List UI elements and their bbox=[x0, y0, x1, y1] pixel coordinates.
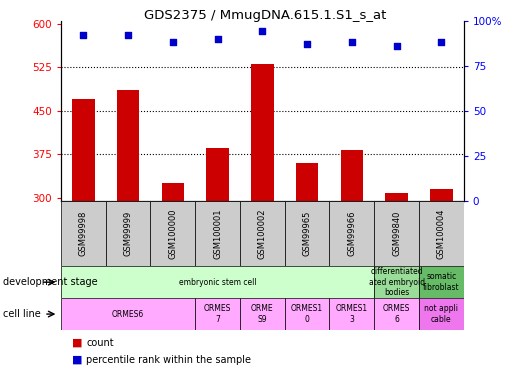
Bar bbox=[430, 189, 453, 201]
Text: GDS2375 / MmugDNA.615.1.S1_s_at: GDS2375 / MmugDNA.615.1.S1_s_at bbox=[144, 9, 386, 22]
Point bbox=[79, 32, 87, 38]
Text: development stage: development stage bbox=[3, 277, 98, 287]
Bar bbox=[195, 298, 240, 330]
Bar bbox=[341, 150, 363, 201]
Bar bbox=[61, 298, 195, 330]
Text: ORMES1
3: ORMES1 3 bbox=[336, 304, 368, 324]
Bar bbox=[374, 266, 419, 298]
Text: cell line: cell line bbox=[3, 309, 40, 319]
Text: ORMES
6: ORMES 6 bbox=[383, 304, 410, 324]
Text: GSM99966: GSM99966 bbox=[347, 211, 356, 256]
Text: somatic
fibroblast: somatic fibroblast bbox=[423, 273, 460, 292]
Bar bbox=[61, 201, 105, 266]
Point bbox=[303, 41, 311, 47]
Bar bbox=[419, 201, 464, 266]
Text: percentile rank within the sample: percentile rank within the sample bbox=[86, 355, 251, 365]
Point bbox=[437, 39, 446, 45]
Bar bbox=[330, 298, 374, 330]
Bar bbox=[419, 298, 464, 330]
Bar bbox=[151, 201, 195, 266]
Text: GSM100001: GSM100001 bbox=[213, 208, 222, 259]
Bar bbox=[330, 201, 374, 266]
Bar bbox=[162, 183, 184, 201]
Text: GSM99999: GSM99999 bbox=[123, 211, 132, 256]
Bar bbox=[385, 193, 408, 201]
Text: GSM100002: GSM100002 bbox=[258, 208, 267, 259]
Bar bbox=[61, 266, 374, 298]
Text: ORMES
7: ORMES 7 bbox=[204, 304, 231, 324]
Text: ORMES1
0: ORMES1 0 bbox=[291, 304, 323, 324]
Text: ORMES6: ORMES6 bbox=[112, 310, 144, 319]
Text: GSM99965: GSM99965 bbox=[303, 211, 312, 256]
Text: ■: ■ bbox=[72, 338, 82, 348]
Point bbox=[348, 39, 356, 45]
Text: ORME
S9: ORME S9 bbox=[251, 304, 273, 324]
Bar bbox=[419, 266, 464, 298]
Text: GSM100004: GSM100004 bbox=[437, 208, 446, 259]
Text: ■: ■ bbox=[72, 355, 82, 365]
Point bbox=[392, 43, 401, 49]
Bar bbox=[296, 163, 319, 201]
Text: GSM100000: GSM100000 bbox=[169, 208, 178, 259]
Bar bbox=[105, 201, 151, 266]
Text: embryonic stem cell: embryonic stem cell bbox=[179, 278, 257, 286]
Bar bbox=[206, 148, 229, 201]
Point bbox=[169, 39, 177, 45]
Point bbox=[124, 32, 132, 38]
Bar bbox=[251, 64, 273, 201]
Bar bbox=[117, 90, 139, 201]
Text: GSM99840: GSM99840 bbox=[392, 211, 401, 256]
Bar bbox=[195, 201, 240, 266]
Text: count: count bbox=[86, 338, 114, 348]
Bar bbox=[374, 298, 419, 330]
Text: GSM99998: GSM99998 bbox=[79, 211, 88, 256]
Point bbox=[214, 36, 222, 42]
Bar bbox=[374, 201, 419, 266]
Bar bbox=[240, 298, 285, 330]
Text: not appli
cable: not appli cable bbox=[425, 304, 458, 324]
Bar bbox=[72, 99, 94, 201]
Bar bbox=[285, 298, 330, 330]
Bar bbox=[285, 201, 330, 266]
Text: differentiated
ated embryoid
bodies: differentiated ated embryoid bodies bbox=[368, 267, 425, 297]
Bar bbox=[240, 201, 285, 266]
Point bbox=[258, 28, 267, 34]
